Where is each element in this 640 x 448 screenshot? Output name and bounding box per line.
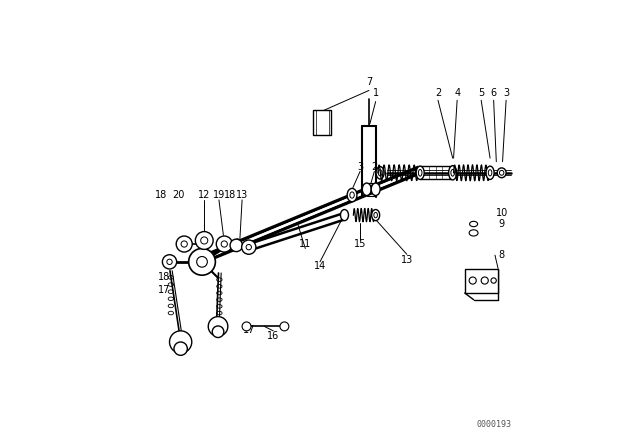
Circle shape <box>163 255 177 269</box>
Circle shape <box>481 277 488 284</box>
Circle shape <box>208 317 228 336</box>
Ellipse shape <box>469 230 478 236</box>
Circle shape <box>246 245 252 250</box>
Text: 20: 20 <box>173 190 185 200</box>
Text: 16: 16 <box>267 331 280 341</box>
Ellipse shape <box>486 166 494 180</box>
Text: 4: 4 <box>454 88 460 98</box>
Circle shape <box>181 241 188 247</box>
Text: 2: 2 <box>435 88 441 98</box>
Ellipse shape <box>217 278 222 281</box>
Ellipse shape <box>217 284 222 288</box>
Text: 17: 17 <box>158 285 170 295</box>
Ellipse shape <box>168 304 173 308</box>
Circle shape <box>170 331 192 353</box>
Circle shape <box>174 342 188 355</box>
Ellipse shape <box>470 221 477 227</box>
Text: 13: 13 <box>236 190 248 200</box>
Circle shape <box>280 322 289 331</box>
Circle shape <box>469 277 476 284</box>
Text: 13: 13 <box>401 254 413 265</box>
Ellipse shape <box>416 166 424 180</box>
Text: 17: 17 <box>243 325 255 335</box>
Circle shape <box>201 237 208 244</box>
Text: 9: 9 <box>499 219 505 229</box>
Circle shape <box>176 236 192 252</box>
Ellipse shape <box>362 183 371 195</box>
Ellipse shape <box>497 168 506 178</box>
Circle shape <box>242 322 251 331</box>
Ellipse shape <box>168 283 173 286</box>
Text: 11: 11 <box>299 239 312 249</box>
Ellipse shape <box>376 167 384 179</box>
Text: 1: 1 <box>372 88 379 98</box>
Circle shape <box>195 232 213 250</box>
Circle shape <box>242 240 256 254</box>
Text: 18: 18 <box>224 190 236 200</box>
Ellipse shape <box>217 311 222 315</box>
Text: 6: 6 <box>491 88 497 98</box>
Text: 3: 3 <box>503 88 509 98</box>
Text: 10: 10 <box>495 208 508 218</box>
Circle shape <box>491 278 496 283</box>
Text: 12: 12 <box>198 190 211 200</box>
Text: 2: 2 <box>371 162 378 172</box>
Text: 5: 5 <box>478 88 484 98</box>
Circle shape <box>196 257 207 267</box>
Ellipse shape <box>378 170 382 176</box>
Ellipse shape <box>340 210 349 221</box>
Text: 0000193: 0000193 <box>476 420 511 429</box>
Ellipse shape <box>374 212 378 218</box>
Ellipse shape <box>499 170 504 175</box>
Ellipse shape <box>168 276 173 279</box>
Text: 7: 7 <box>366 77 372 86</box>
Ellipse shape <box>168 290 173 293</box>
Text: 3: 3 <box>357 162 363 172</box>
Circle shape <box>216 236 232 252</box>
Ellipse shape <box>347 188 357 202</box>
Circle shape <box>167 259 172 264</box>
Text: 19: 19 <box>213 190 225 200</box>
Ellipse shape <box>350 192 355 198</box>
Text: 18: 18 <box>158 272 170 282</box>
Ellipse shape <box>449 166 457 180</box>
Ellipse shape <box>451 169 454 176</box>
Bar <box>314 111 331 135</box>
Ellipse shape <box>419 169 422 176</box>
Circle shape <box>221 241 227 247</box>
Text: 8: 8 <box>499 250 505 260</box>
Circle shape <box>230 239 243 252</box>
Ellipse shape <box>488 170 492 176</box>
Ellipse shape <box>217 291 222 295</box>
Bar <box>465 268 498 293</box>
Ellipse shape <box>217 305 222 308</box>
Ellipse shape <box>168 297 173 301</box>
Ellipse shape <box>217 298 222 302</box>
Ellipse shape <box>168 311 173 315</box>
Ellipse shape <box>371 183 380 195</box>
Circle shape <box>212 326 224 337</box>
Ellipse shape <box>372 210 380 221</box>
Circle shape <box>189 249 216 275</box>
Text: 18: 18 <box>154 190 167 200</box>
Text: 15: 15 <box>354 239 366 249</box>
Text: 14: 14 <box>314 261 326 271</box>
